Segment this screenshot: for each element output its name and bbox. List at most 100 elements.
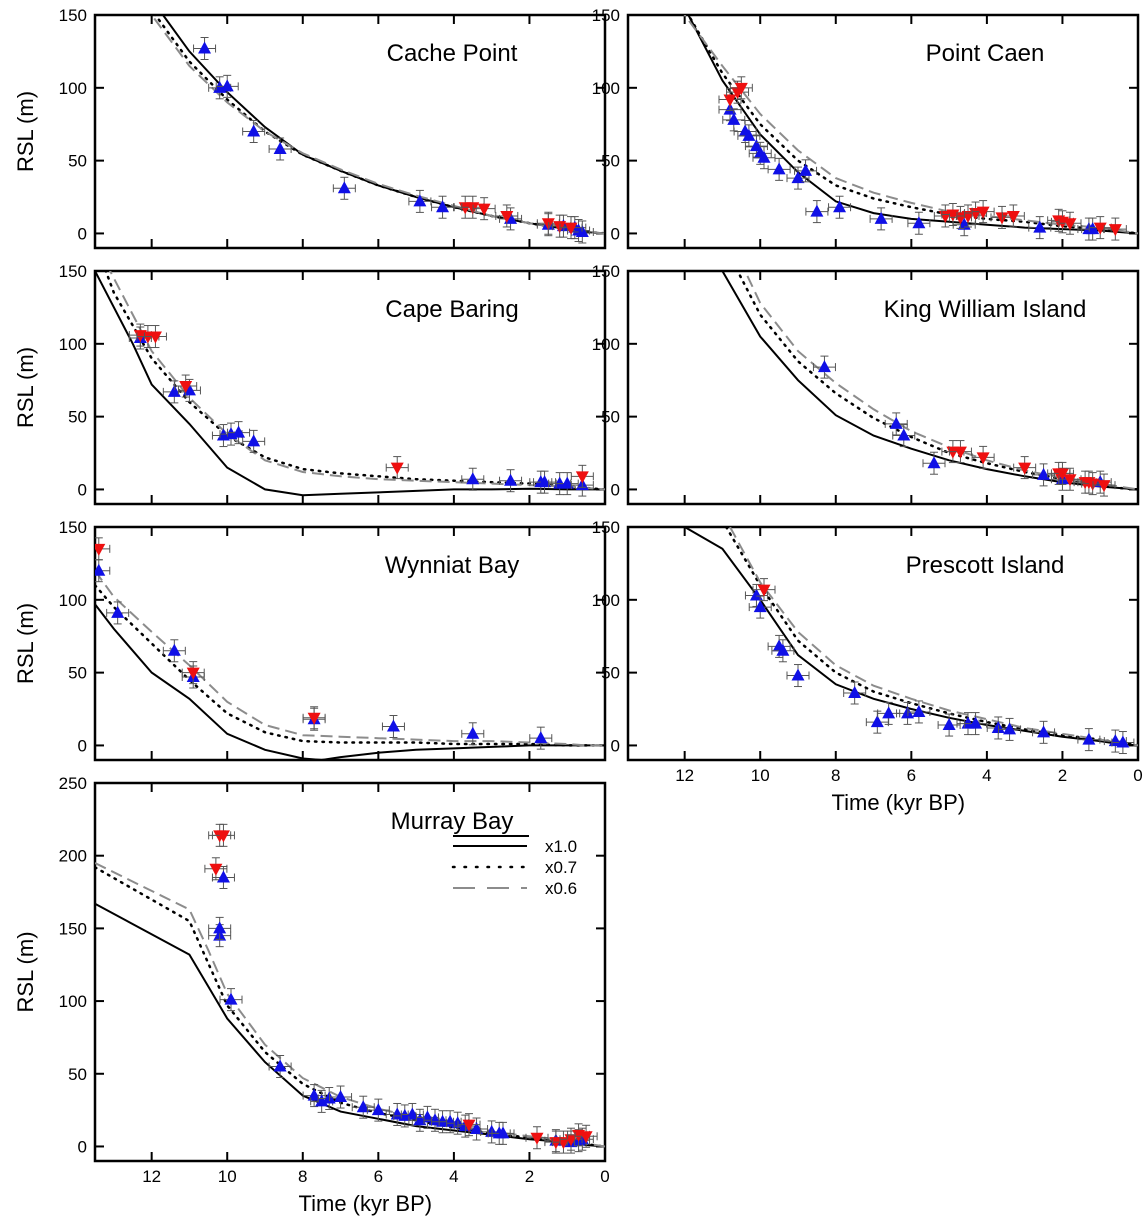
legend-label: x0.7	[545, 858, 577, 877]
data-point-downward	[472, 197, 496, 221]
data-point-upward	[529, 726, 553, 750]
y-tick-label: 50	[68, 664, 87, 683]
y-tick-label: 50	[68, 152, 87, 171]
data-point-downward	[457, 1113, 481, 1137]
data-point-upward	[193, 36, 217, 60]
x-tick-label: 0	[1133, 766, 1142, 785]
data-point-downward	[1013, 456, 1037, 480]
data-point-upward	[1028, 216, 1052, 240]
y-tick-label: 0	[78, 1137, 87, 1156]
data-point-upward	[215, 74, 239, 98]
y-tick-label: 200	[59, 847, 87, 866]
y-tick-label: 0	[78, 480, 87, 499]
data-point-upward	[431, 195, 455, 219]
data-point-downward	[752, 578, 776, 602]
y-tick-label: 150	[592, 6, 620, 25]
data-point-downward	[143, 325, 167, 349]
model-curve-dotted	[104, 271, 605, 491]
data-point-downward	[1088, 216, 1112, 240]
data-point-upward	[752, 146, 776, 170]
y-tick-label: 250	[59, 774, 87, 793]
legend-label: x1.0	[545, 837, 577, 856]
data-point-upward	[964, 712, 988, 736]
plot-area	[683, 15, 1138, 241]
panel-title: Prescott Island	[906, 552, 1065, 579]
data-point-upward	[922, 451, 946, 475]
data-point-upward	[555, 472, 579, 496]
data-point-upward	[771, 639, 795, 663]
data-point-upward	[1077, 728, 1101, 752]
model-curve-dashed	[95, 570, 605, 747]
data-point-upward	[892, 424, 916, 448]
data-point-downward	[570, 464, 594, 488]
data-point-upward	[208, 916, 232, 940]
data-point-downward	[1103, 217, 1127, 241]
x-axis-label: Time (kyr BP)	[298, 1191, 432, 1216]
data-point-downward	[1001, 204, 1025, 228]
model-curve-dashed	[150, 15, 605, 235]
data-point-upward	[162, 639, 186, 663]
plot-area	[721, 271, 1138, 497]
x-tick-label: 2	[525, 1167, 534, 1186]
legend-label: x0.6	[545, 879, 577, 898]
y-tick-label: 100	[59, 992, 87, 1011]
panel-prescott-island: 12 10 8 6 4 2 0 0 50 100 150 Time (kyr BP) Prescott …	[592, 518, 1143, 815]
model-curve-dashed	[95, 862, 605, 1148]
y-axis-label: RSL (m)	[13, 347, 38, 428]
data-point-upward	[907, 211, 931, 235]
panel-title: Wynniat Bay	[385, 552, 520, 579]
data-point-upward	[332, 176, 356, 200]
data-point-downward	[559, 216, 583, 240]
plot-area	[95, 823, 605, 1154]
y-tick-label: 50	[68, 1065, 87, 1084]
panel-title: Cache Point	[387, 40, 518, 67]
x-tick-label: 12	[142, 1167, 161, 1186]
data-point-upward	[812, 355, 836, 379]
y-tick-label: 100	[59, 335, 87, 354]
plot-area	[150, 15, 605, 244]
model-curve-solid	[95, 902, 605, 1148]
data-point-upward	[1032, 463, 1056, 487]
x-tick-label: 6	[374, 1167, 383, 1186]
y-tick-label: 0	[78, 736, 87, 755]
panel-king-william-island: 0 50 100 150 King William Island	[592, 262, 1140, 506]
data-point-downward	[174, 374, 198, 398]
x-tick-label: 12	[675, 766, 694, 785]
data-point-downward	[948, 440, 972, 464]
plot-area	[95, 537, 605, 760]
data-point-upward	[242, 120, 266, 143]
x-tick-label: 4	[449, 1167, 458, 1186]
y-axis-label: RSL (m)	[13, 931, 38, 1012]
data-point-downward	[385, 456, 409, 480]
data-point-downward	[574, 1124, 598, 1148]
y-tick-label: 0	[78, 224, 87, 243]
plot-frame	[626, 13, 1140, 250]
panel-title: King William Island	[884, 296, 1087, 323]
y-tick-label: 100	[592, 591, 620, 610]
data-point-downward	[181, 661, 205, 685]
model-curve-dotted	[687, 15, 1138, 235]
plot-area	[684, 527, 1138, 755]
data-point-upward	[1111, 731, 1135, 755]
data-point-upward	[884, 412, 908, 436]
data-point-downward	[525, 1126, 549, 1150]
data-point-upward	[268, 137, 292, 161]
panel-title: Murray Bay	[391, 808, 514, 835]
data-point-downward	[495, 204, 519, 228]
data-point-upward	[95, 559, 111, 583]
y-tick-label: 150	[592, 518, 620, 537]
data-point-upward	[268, 1055, 292, 1078]
data-point-upward	[1032, 720, 1056, 744]
panel-wynniat-bay: 0 50 100 150 RSL (m) Wynniat Bay	[13, 518, 607, 762]
y-tick-label: 100	[59, 79, 87, 98]
data-point-upward	[461, 467, 485, 491]
data-point-downward	[211, 823, 235, 847]
panel-title: Point Caen	[926, 40, 1045, 67]
data-point-upward	[177, 378, 201, 402]
x-tick-label: 8	[298, 1167, 307, 1186]
model-curve-dashed	[683, 15, 1138, 235]
model-curve-dotted	[95, 866, 605, 1148]
plot-frame	[93, 269, 607, 506]
